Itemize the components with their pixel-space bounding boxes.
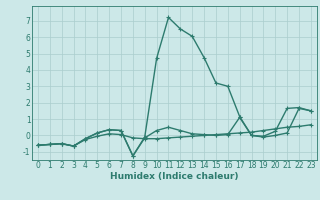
- X-axis label: Humidex (Indice chaleur): Humidex (Indice chaleur): [110, 172, 239, 181]
